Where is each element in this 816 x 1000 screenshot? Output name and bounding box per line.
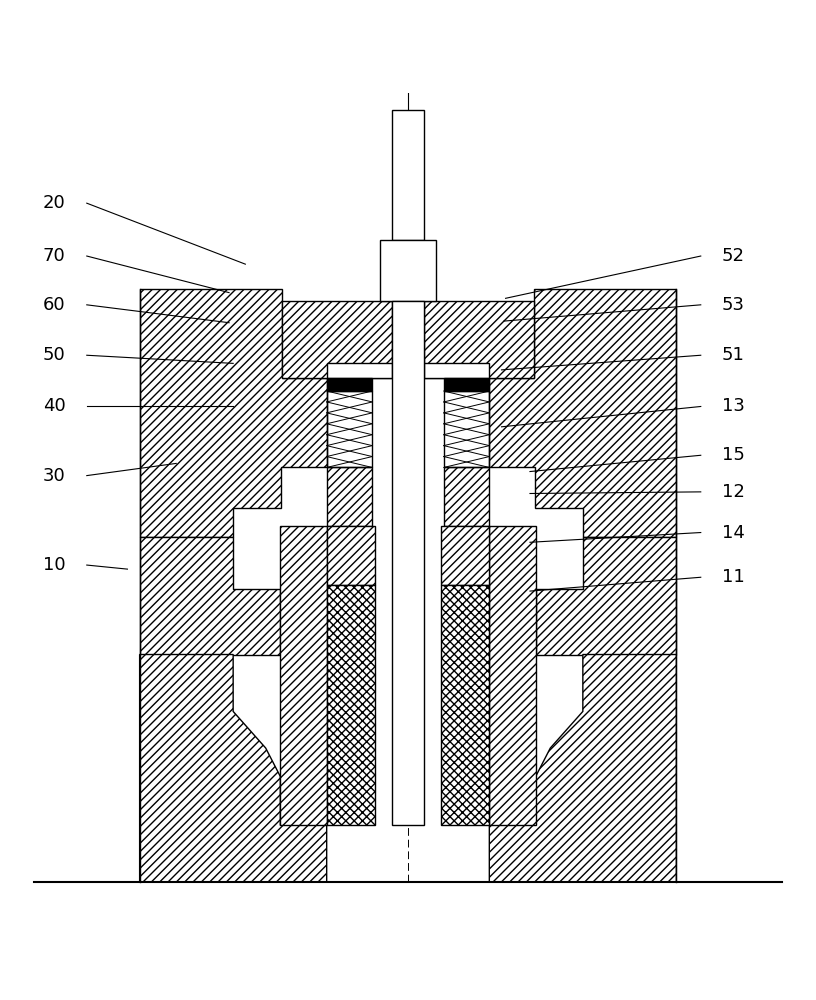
Bar xyxy=(444,378,490,391)
Text: 53: 53 xyxy=(722,296,745,314)
Polygon shape xyxy=(490,289,676,537)
Text: 51: 51 xyxy=(722,346,745,364)
Polygon shape xyxy=(140,289,326,537)
Bar xyxy=(444,467,490,526)
Text: 30: 30 xyxy=(43,467,65,485)
Polygon shape xyxy=(140,537,281,655)
Bar xyxy=(326,467,372,526)
Polygon shape xyxy=(490,526,535,825)
Text: 11: 11 xyxy=(722,568,745,586)
Bar xyxy=(326,363,392,378)
Text: 60: 60 xyxy=(43,296,65,314)
Text: 12: 12 xyxy=(722,483,745,501)
Bar xyxy=(326,585,375,825)
Bar xyxy=(380,240,436,301)
Bar xyxy=(424,301,534,378)
Text: 20: 20 xyxy=(43,194,65,212)
Bar xyxy=(282,301,392,378)
Text: 52: 52 xyxy=(722,247,745,265)
Bar xyxy=(392,301,424,825)
Polygon shape xyxy=(535,537,676,655)
Bar xyxy=(392,110,424,240)
Text: 50: 50 xyxy=(43,346,65,364)
Bar xyxy=(326,391,372,467)
Text: 10: 10 xyxy=(43,556,65,574)
Polygon shape xyxy=(490,655,676,882)
Polygon shape xyxy=(281,526,326,825)
Bar xyxy=(326,378,372,391)
Bar xyxy=(441,526,490,585)
Bar xyxy=(444,391,490,467)
Bar xyxy=(441,585,490,825)
Text: 40: 40 xyxy=(43,397,65,415)
Text: 15: 15 xyxy=(722,446,745,464)
Text: 13: 13 xyxy=(722,397,745,415)
Bar xyxy=(424,363,490,378)
Text: 70: 70 xyxy=(43,247,65,265)
Bar xyxy=(326,526,375,585)
Text: 14: 14 xyxy=(722,524,745,542)
Polygon shape xyxy=(140,655,326,882)
